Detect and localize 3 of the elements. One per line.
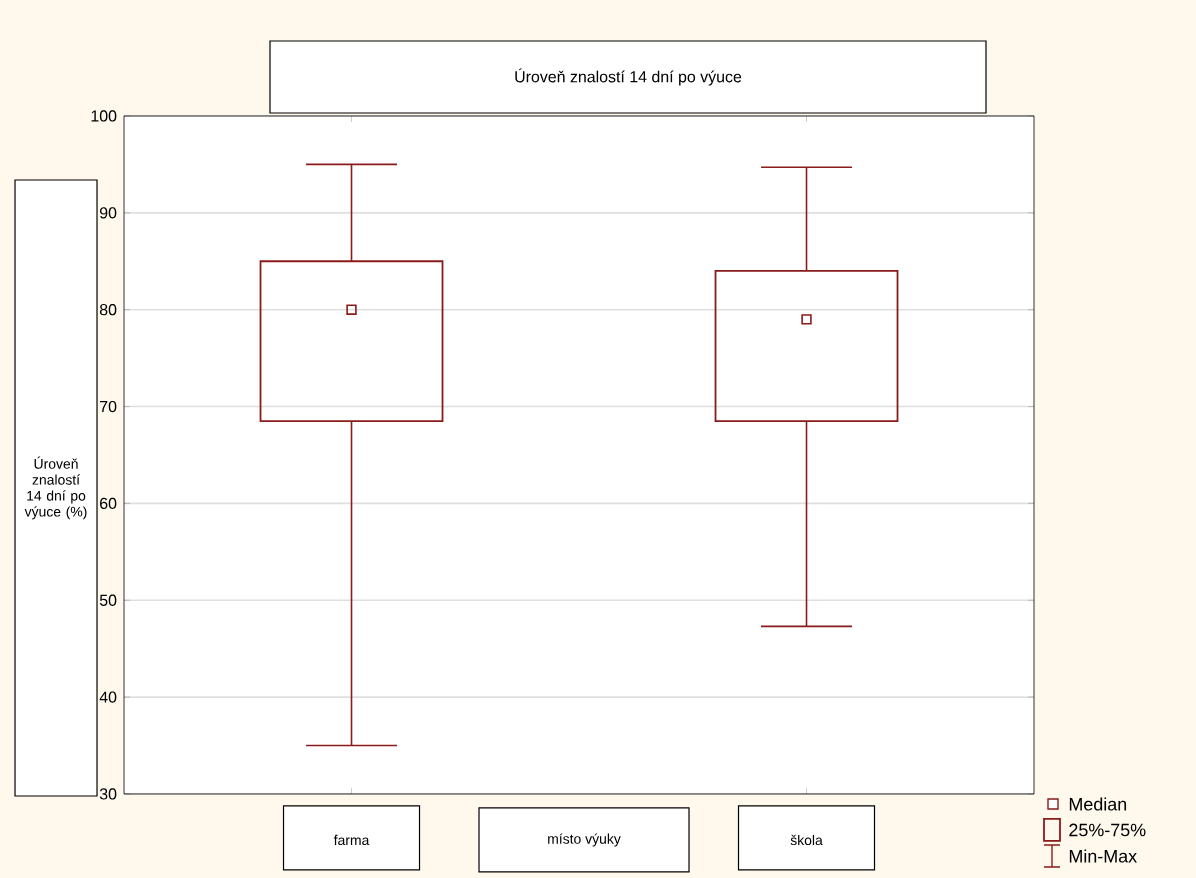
text: Median [1069,797,1127,811]
text: 25%-75% [1069,823,1146,837]
text: Min-Max [1069,849,1137,863]
